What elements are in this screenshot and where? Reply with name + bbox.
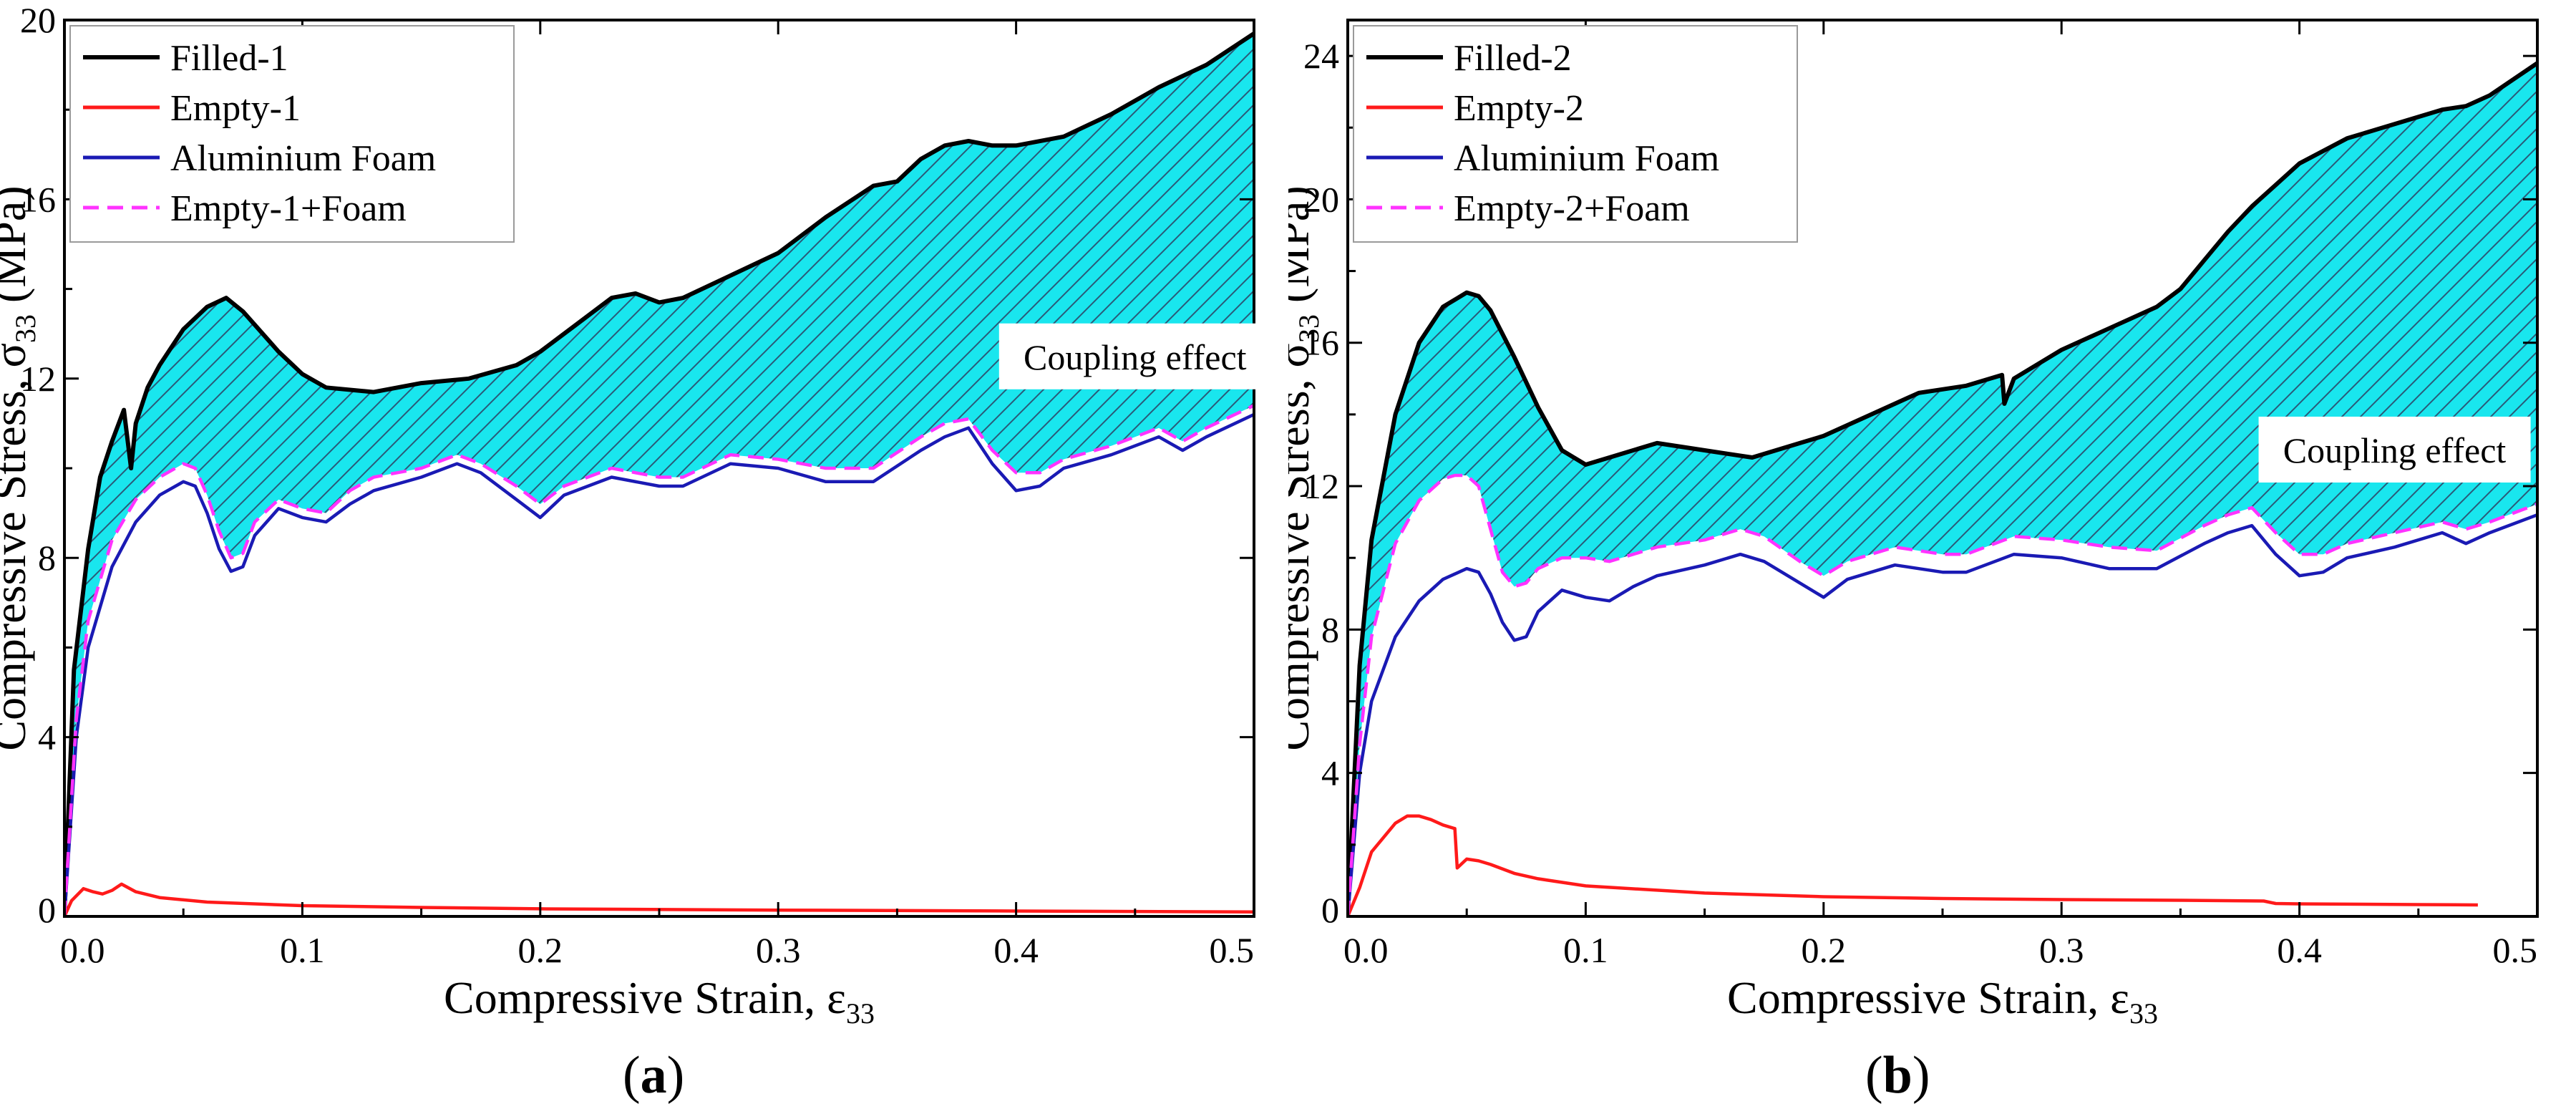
x-tick-label-b-5: 0.5 — [2493, 930, 2538, 970]
series-line-a-0 — [64, 32, 1254, 916]
annotation-box-b — [2258, 416, 2531, 483]
series-line-b-2 — [1348, 513, 2537, 916]
legend-label-a-2: Aluminium Foam — [170, 138, 436, 179]
legend-label-b-0: Filled-2 — [1454, 38, 1572, 79]
legend-label-a-0: Filled-1 — [170, 38, 288, 79]
y-tick-label-b-4: 16 — [1303, 323, 1339, 363]
legend-label-a-1: Empty-1 — [170, 88, 301, 129]
x-tick-label-b-0: 0.0 — [1343, 930, 1389, 970]
x-tick-label-a-5: 0.5 — [1210, 930, 1255, 970]
annotation-text-a: Coupling effect — [1024, 337, 1247, 377]
y-tick-label-a-5: 20 — [20, 0, 56, 40]
x-axis-label-b: Compressive Strain, ε33 — [1727, 972, 2158, 1030]
x-tick-label-a-1: 0.1 — [280, 930, 325, 970]
series-line-a-3 — [64, 404, 1254, 916]
panel-b: 0.0 0.1 0.2 0.3 0.4 0.5 0 4 8 12 16 20 24 Compressive… — [1268, 0, 2576, 1049]
y-tick-label-b-3: 12 — [1303, 466, 1339, 506]
legend-a: Filled-1 Empty-1 Aluminium Foam Empty-1+Foa… — [69, 25, 515, 243]
annotation-text-b: Coupling effect — [2283, 430, 2507, 470]
x-tick-label-b-2: 0.2 — [1802, 930, 1847, 970]
y-tick-label-a-4: 16 — [20, 179, 56, 219]
y-tick-label-b-2: 8 — [1321, 609, 1339, 649]
legend-label-a-3: Empty-1+Foam — [170, 188, 407, 229]
coupling-region-b — [1348, 63, 2537, 916]
x-tick-label-a-3: 0.3 — [756, 930, 801, 970]
caption-b: (b) — [1865, 1046, 1930, 1105]
y-tick-label-a-3: 12 — [20, 359, 56, 399]
legend-b: Filled-2 Empty-2 Aluminium Foam Empty-2+Foa… — [1353, 25, 1798, 243]
coupling-region-a — [64, 33, 1254, 916]
x-axis-label-a: Compressive Strain, ε33 — [444, 972, 875, 1030]
series-line-b-0 — [1348, 61, 2537, 916]
y-tick-label-a-1: 4 — [38, 717, 56, 757]
x-tick-label-a-0: 0.0 — [60, 930, 105, 970]
x-tick-label-a-2: 0.2 — [518, 930, 563, 970]
caption-a: (a) — [623, 1046, 685, 1105]
chart-a: 0.0 0.1 0.2 0.3 0.4 0.5 0 4 8 12 16 20 Compressive S… — [0, 0, 1271, 1030]
legend-label-b-3: Empty-2+Foam — [1454, 188, 1690, 229]
y-tick-label-b-6: 24 — [1303, 36, 1339, 76]
y-tick-label-a-2: 8 — [38, 538, 56, 578]
plot-area-b — [1348, 61, 2537, 916]
y-tick-label-b-5: 20 — [1303, 179, 1339, 219]
y-axis-label-a: Compressive Stress, σ33 (MPa) — [0, 185, 42, 750]
x-tick-label-b-1: 0.1 — [1563, 930, 1608, 970]
annotation-box-a — [998, 323, 1271, 389]
x-tick-label-b-3: 0.3 — [2039, 930, 2084, 970]
x-tick-label-b-4: 0.4 — [2277, 930, 2322, 970]
series-line-b-1 — [1348, 814, 2478, 916]
y-tick-label-b-0: 0 — [1321, 890, 1339, 930]
x-tick-label-a-4: 0.4 — [993, 930, 1039, 970]
y-tick-label-b-1: 4 — [1321, 753, 1339, 793]
series-line-a-2 — [64, 412, 1254, 916]
chart-b: 0.0 0.1 0.2 0.3 0.4 0.5 0 4 8 12 16 20 24 Compressive… — [1268, 19, 2539, 1030]
legend-label-b-1: Empty-2 — [1454, 88, 1584, 129]
legend-label-b-2: Aluminium Foam — [1454, 138, 1719, 179]
panel-a: 0.0 0.1 0.2 0.3 0.4 0.5 0 4 8 12 16 20 Compressive S… — [0, 0, 1288, 1049]
y-tick-label-a-0: 0 — [38, 890, 56, 930]
